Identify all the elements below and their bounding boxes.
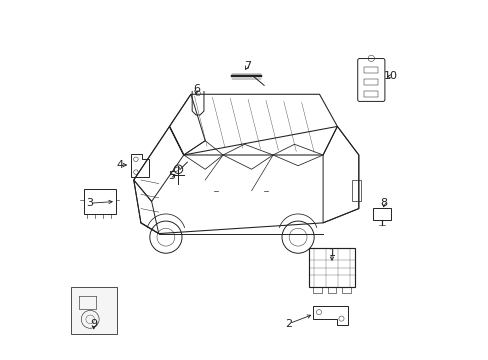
Text: 7: 7 <box>244 61 250 71</box>
Text: 2: 2 <box>285 319 292 329</box>
Text: 6: 6 <box>192 84 200 94</box>
Text: 5: 5 <box>167 171 174 181</box>
Bar <box>341 287 350 293</box>
Text: 8: 8 <box>380 198 386 208</box>
Bar <box>308 248 354 287</box>
Text: 1: 1 <box>328 248 335 257</box>
Bar <box>83 189 116 214</box>
Bar <box>351 180 360 202</box>
Bar <box>364 67 378 73</box>
Text: 3: 3 <box>86 198 94 208</box>
Text: 10: 10 <box>383 71 397 81</box>
Text: 4: 4 <box>116 160 123 170</box>
Bar <box>327 287 336 293</box>
Bar <box>372 207 391 220</box>
Bar <box>364 79 378 85</box>
Bar <box>313 287 322 293</box>
Text: 9: 9 <box>90 319 97 329</box>
Bar <box>70 287 117 334</box>
Bar <box>364 91 378 97</box>
